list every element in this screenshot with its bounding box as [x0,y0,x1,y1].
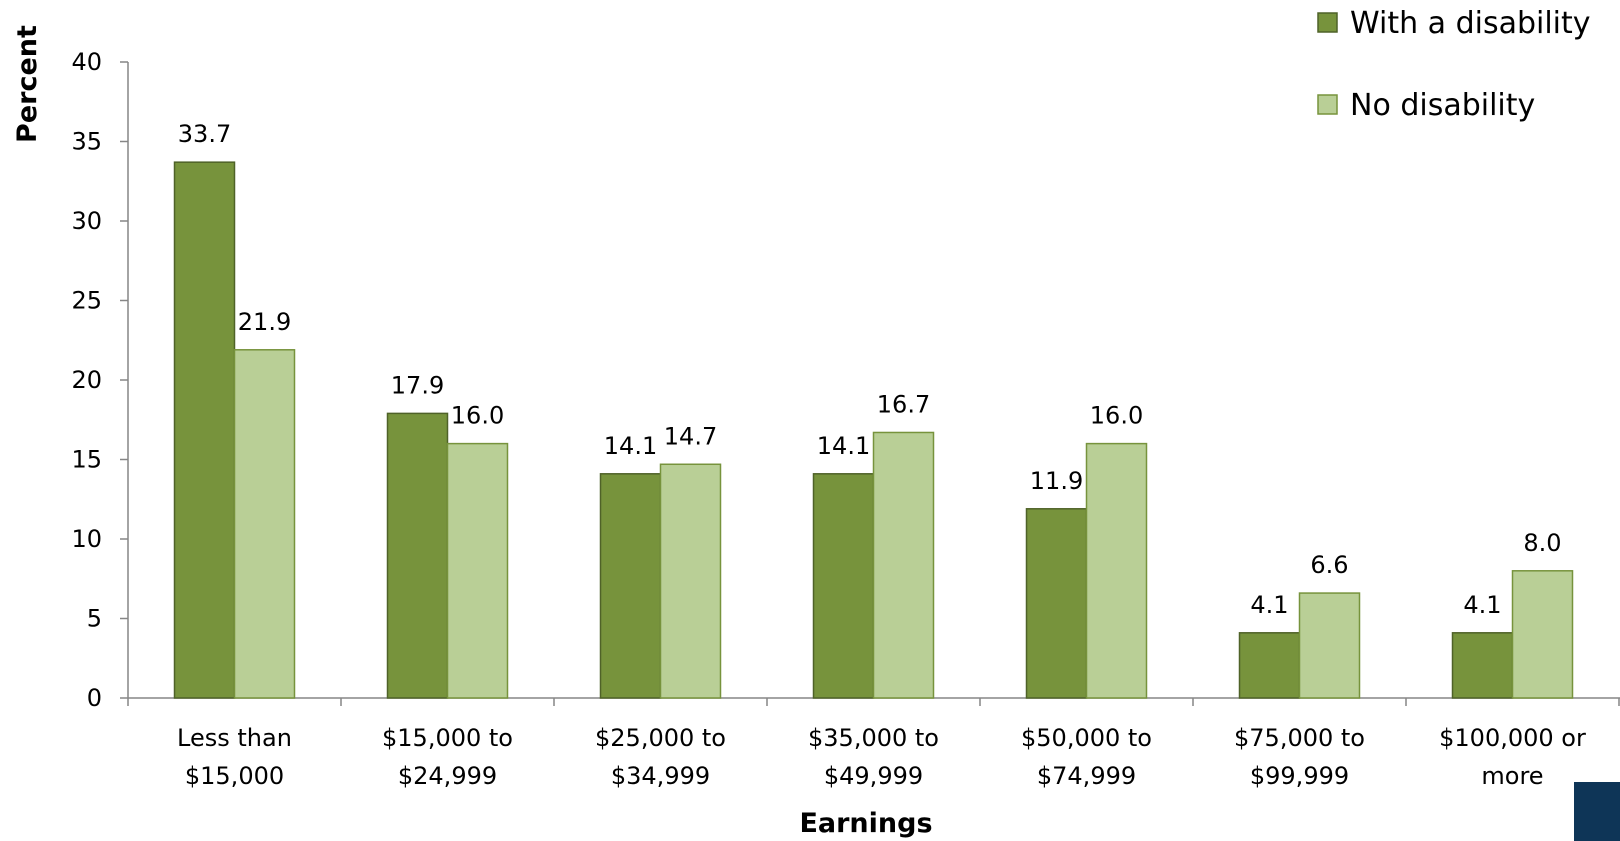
y-tick-label: 15 [71,446,102,474]
x-axis-title: Earnings [799,808,932,839]
y-tick-label: 10 [71,525,102,553]
bar-with-disability [173,161,236,699]
x-axis: Less than $15,000 $15,000 to $24,999 $25,000… [127,697,1620,790]
bar-no-disability [659,463,722,699]
bar-no-disability [1085,442,1148,699]
x-tick-label: Less than $15,000 [177,724,292,790]
bar-with-disability [1025,508,1088,699]
data-label-no-disability: 14.7 [664,422,717,450]
bar-no-disability [446,442,509,699]
legend-swatch [1317,12,1338,33]
y-tick-label: 40 [71,48,102,76]
bar-no-disability [1298,592,1361,699]
y-tick-label: 35 [71,128,102,156]
bar-no-disability [872,431,935,699]
data-label-no-disability: 21.9 [238,308,291,336]
corner-badge [1574,782,1620,841]
bar-with-disability [386,412,449,699]
x-tick-label: $15,000 to $24,999 [382,724,513,790]
bar-with-disability [1238,632,1301,699]
data-label-with-disability: 17.9 [391,371,444,399]
y-tick-label: 5 [87,605,102,633]
data-label-with-disability: 14.1 [604,432,657,460]
y-tick-label: 30 [71,207,102,235]
data-label-with-disability: 4.1 [1463,591,1501,619]
bars [173,161,1574,699]
x-tick-label: $25,000 to $34,999 [595,724,726,790]
x-tick-label: $35,000 to $49,999 [808,724,939,790]
data-label-no-disability: 8.0 [1523,529,1561,557]
data-label-with-disability: 14.1 [817,432,870,460]
legend-swatch [1317,94,1338,115]
data-label-with-disability: 4.1 [1250,591,1288,619]
data-label-no-disability: 16.7 [877,390,930,418]
y-axis-title: Percent [12,25,43,143]
bar-with-disability [599,473,662,699]
y-tick-label: 25 [71,287,102,315]
data-label-no-disability: 16.0 [451,402,504,430]
legend-label: No disability [1350,88,1535,123]
legend-label: With a disability [1350,6,1591,41]
y-tick-label: 0 [87,684,102,712]
bar-with-disability [1451,632,1514,699]
x-tick-label: $50,000 to $74,999 [1021,724,1152,790]
data-label-with-disability: 33.7 [178,120,231,148]
bar-no-disability [1511,570,1574,699]
bar-with-disability [812,473,875,699]
legend: With a disability No disability [1317,6,1591,123]
x-tick-label: $75,000 to $99,999 [1234,724,1365,790]
data-label-no-disability: 6.6 [1310,551,1348,579]
data-labels: 33.7 17.9 14.1 14.1 11.9 4.1 4.1 21.9 16.0 14.7 16… [178,120,1562,619]
y-tick-label: 20 [71,366,102,394]
bar-no-disability [233,349,296,699]
data-label-with-disability: 11.9 [1030,467,1083,495]
x-tick-label: $100,000 or more [1439,724,1586,790]
y-axis: 0 5 10 15 20 25 30 35 40 [71,48,129,712]
data-label-no-disability: 16.0 [1090,402,1143,430]
